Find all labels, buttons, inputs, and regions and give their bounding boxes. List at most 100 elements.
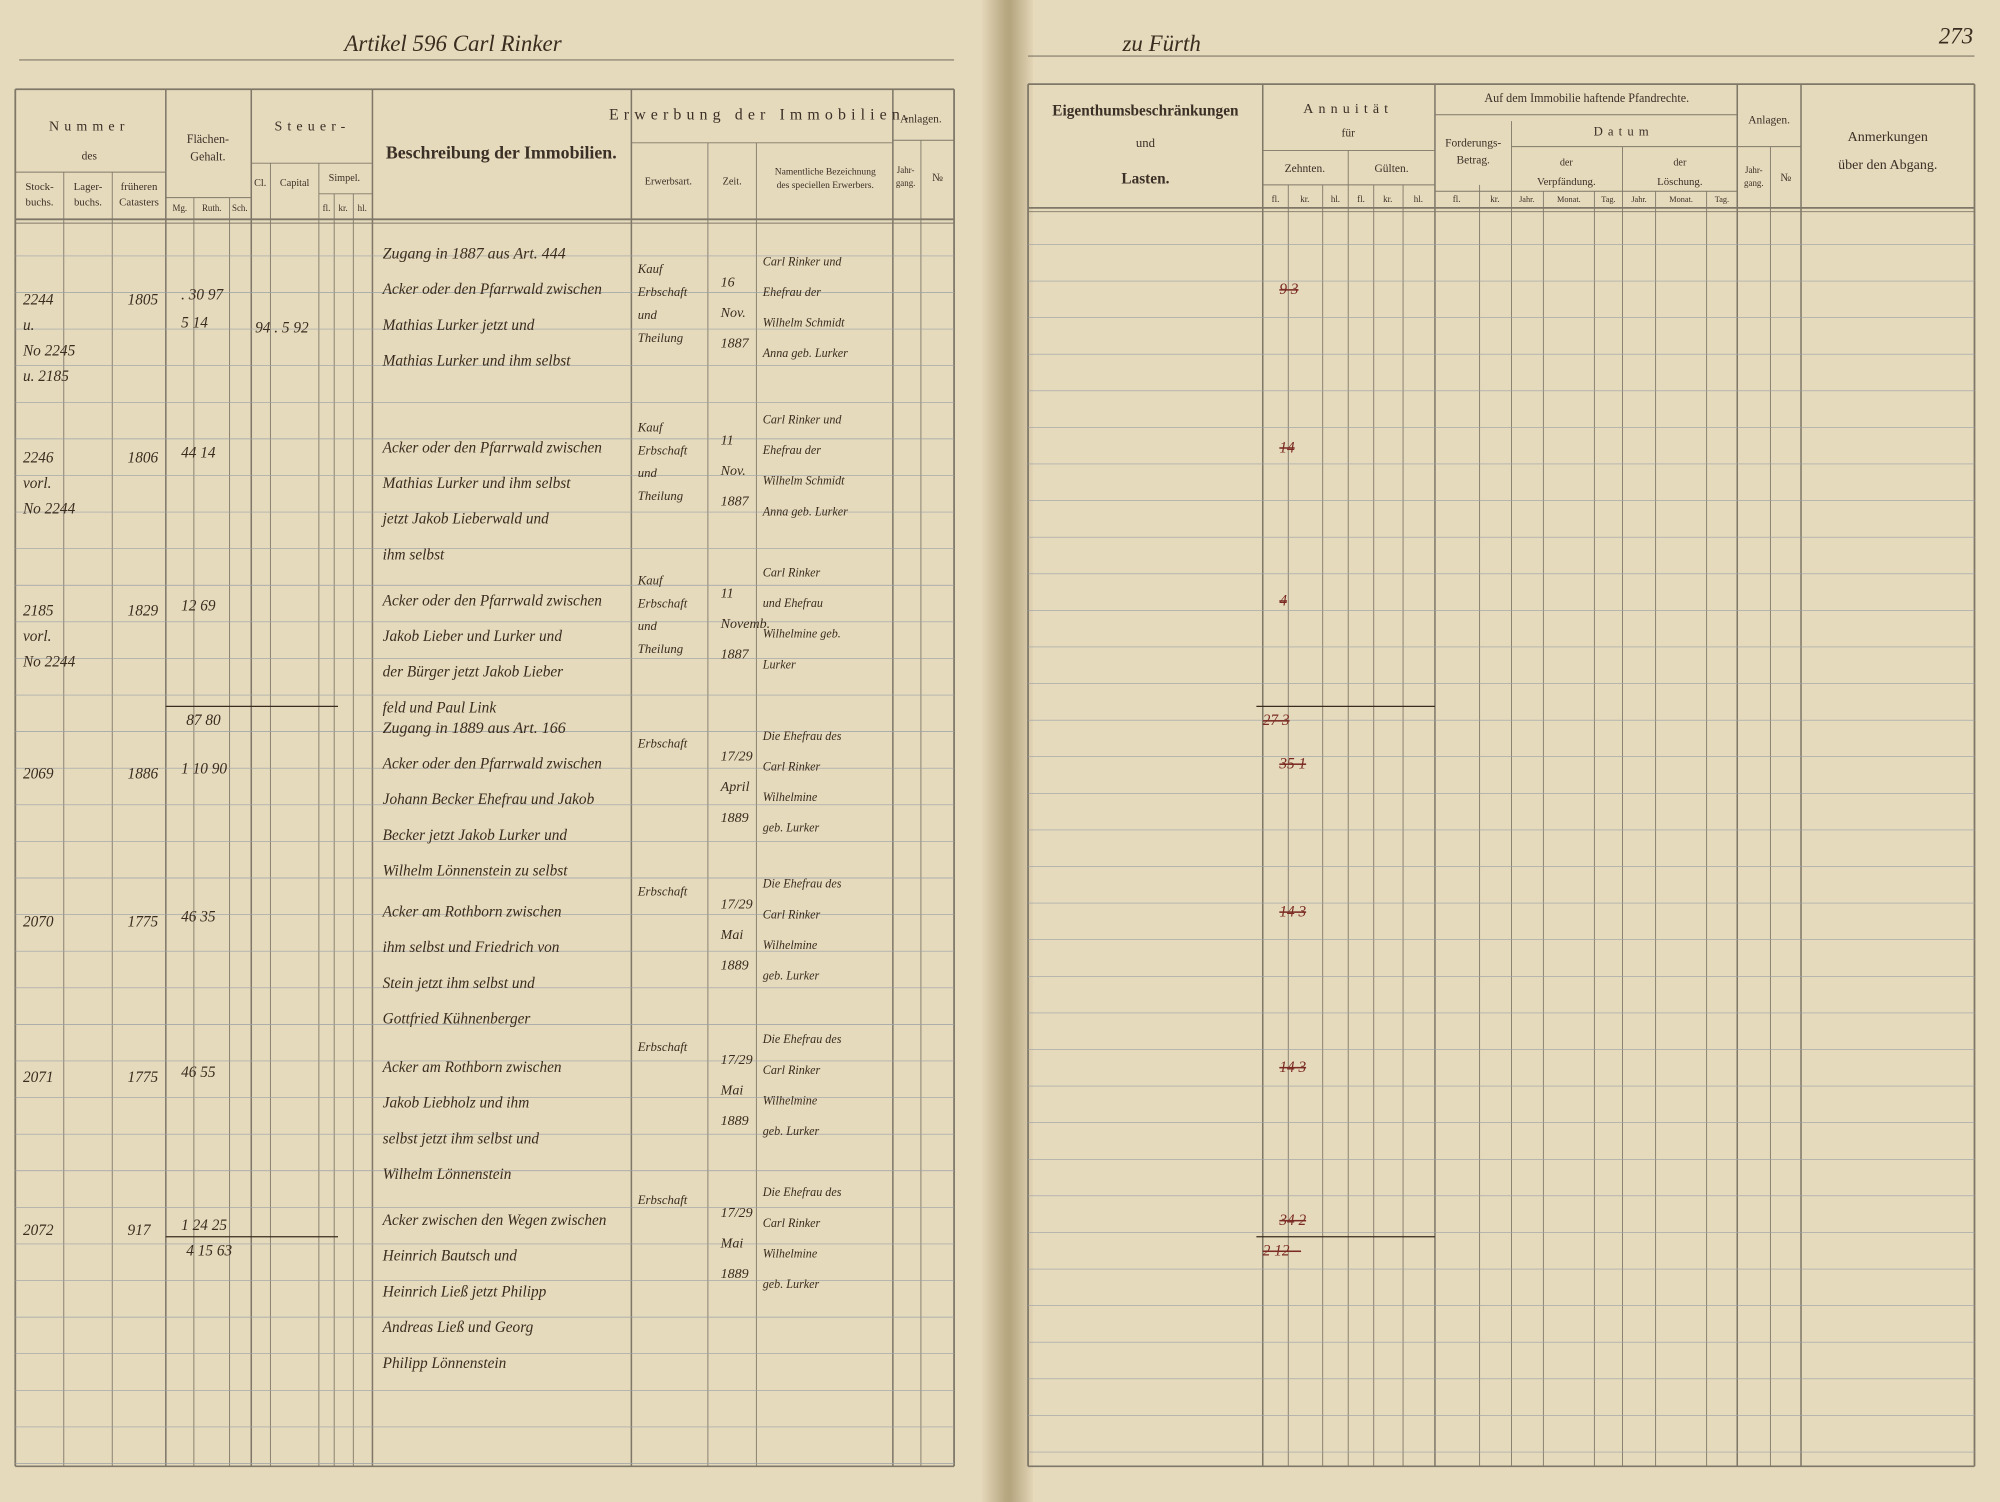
entry-flaeche: 46 55 <box>181 1064 216 1081</box>
entry-beschreibung: Acker oder den Pfarrwald zwischen <box>382 756 603 773</box>
header-label: kr. <box>339 203 348 213</box>
header-label: Sch. <box>232 203 248 213</box>
entry-erwerbsart: Kauf <box>637 262 665 276</box>
entry-beschreibung: Heinrich Ließ jetzt Philipp <box>382 1283 547 1300</box>
entry-erwerber: Carl Rinker <box>763 907 821 921</box>
entry-zeit: 1887 <box>721 495 750 510</box>
header-label: des <box>82 150 98 162</box>
entry-erwerbsart: Theilung <box>638 642 683 656</box>
entry-erwerbsart: Erbschaft <box>637 1193 688 1207</box>
header-label: Ruth. <box>202 203 222 213</box>
entry-erwerbsart: Theilung <box>638 489 683 503</box>
entry-erwerber: geb. Lurker <box>763 1124 820 1138</box>
header-label: Nummer <box>49 120 129 135</box>
header-label: Erwerbsart. <box>645 177 692 188</box>
entry-zeit: 1889 <box>721 811 749 826</box>
entry-zeit: 1887 <box>721 336 750 351</box>
entry-zeit: 17/29 <box>721 898 753 913</box>
header-label: Datum <box>1594 125 1654 139</box>
header-label: gang. <box>896 178 916 188</box>
entry-zehnten: 4 <box>1279 592 1287 609</box>
header-label: Monat. <box>1557 195 1581 204</box>
header-label: des speciellen Erwerbers. <box>777 180 874 191</box>
entry-lager: 1806 <box>128 450 159 467</box>
entry-stock: vorl. <box>23 628 51 645</box>
header-label: Beschreibung der Immobilien. <box>386 142 617 162</box>
header-label: Annuität <box>1303 102 1393 117</box>
entry-beschreibung: Stein jetzt ihm selbst und <box>383 975 535 992</box>
rulings <box>14 55 1976 1468</box>
entry-erwerbsart: Erbschaft <box>637 443 688 457</box>
entry-erwerber: Lurker <box>762 657 796 671</box>
entry-erwerbsart: Theilung <box>638 331 683 345</box>
entry-flaeche: 1 10 90 <box>181 761 227 778</box>
entry-beschreibung: Acker am Rothborn zwischen <box>382 1059 562 1076</box>
header-label: fl. <box>1357 194 1365 204</box>
entry-beschreibung: feld und Paul Link <box>383 699 498 716</box>
entry-zeit: 11 <box>721 586 734 601</box>
entry-erwerber: Carl Rinker <box>763 566 821 580</box>
entry-zehnten: 9 3 <box>1279 281 1298 298</box>
entry-beschreibung: der Bürger jetzt Jakob Lieber <box>383 664 563 681</box>
header-label: gang. <box>1744 178 1764 188</box>
header-label: Flächen- <box>187 132 229 146</box>
header-label: kr. <box>1490 194 1499 204</box>
entry-erwerber: geb. Lurker <box>763 968 820 982</box>
entry-zeit: 16 <box>721 275 735 290</box>
page-title: Artikel 596 Carl Rinker <box>342 31 561 56</box>
header-label: hl. <box>358 203 367 213</box>
header-label: Löschung. <box>1657 176 1702 188</box>
header-label: und <box>1136 136 1156 150</box>
entry-erwerber: Ehefrau der <box>762 285 821 299</box>
header-label: kr. <box>1300 194 1309 204</box>
entry-erwerber: geb. Lurker <box>763 821 820 835</box>
entry-erwerber: Carl Rinker <box>763 1216 821 1230</box>
entry-erwerber: Wilhelm Schmidt <box>763 316 845 330</box>
entry-erwerber: geb. Lurker <box>763 1277 820 1291</box>
entry-erwerber: Die Ehefrau des <box>762 1185 842 1199</box>
header-label: Jahr. <box>1519 195 1534 204</box>
entry-erwerber: Ehefrau der <box>762 443 821 457</box>
entry-stock: 2069 <box>23 766 54 783</box>
entry-zeit: Nov. <box>720 464 746 479</box>
entry-beschreibung: Mathias Lurker und ihm selbst <box>382 353 572 370</box>
entry-beschreibung: ihm selbst und Friedrich von <box>383 939 560 956</box>
header-label: Catasters <box>119 197 159 209</box>
entry-beschreibung: Jakob Lieber und Lurker und <box>383 628 563 645</box>
entry-zeit: 1889 <box>721 1114 749 1129</box>
header-label: früheren <box>121 181 158 193</box>
header-label: Verpfändung. <box>1537 176 1596 188</box>
entry-stock: 2071 <box>23 1069 54 1086</box>
header-label: Tag. <box>1715 195 1729 204</box>
total-zehnten: 2 12 – <box>1263 1243 1302 1260</box>
entry-zeit: April <box>720 780 750 795</box>
header-label: Jahr- <box>1745 165 1763 175</box>
header-label: fl. <box>323 203 331 213</box>
entry-beschreibung: Andreas Ließ und Georg <box>382 1319 534 1336</box>
entry-zeit: 17/29 <box>721 1206 753 1221</box>
entry-lager: 1886 <box>128 766 159 783</box>
entry-beschreibung: selbst jetzt ihm selbst und <box>383 1130 540 1147</box>
header-label: buchs. <box>26 197 54 209</box>
entry-flaeche: 44 14 <box>181 444 216 461</box>
entry-erwerbsart: Erbschaft <box>637 884 688 898</box>
entry-lager: 917 <box>128 1222 152 1239</box>
page-title: zu Fürth <box>1121 31 1200 56</box>
header-label: Anlagen. <box>900 113 942 125</box>
texts: Artikel 596 Carl Rinker zu Fürth 273 Nummer… <box>22 24 1973 1372</box>
header-label: kr. <box>1383 194 1392 204</box>
entry-erwerber: Carl Rinker und <box>763 254 843 268</box>
header-label: Anmerkungen <box>1848 130 1928 145</box>
entry-erwerber: Die Ehefrau des <box>762 729 842 743</box>
entry-beschreibung: Philipp Lönnenstein <box>382 1355 507 1372</box>
entry-erwerber: Wilhelmine <box>763 1246 818 1260</box>
header-label: Betrag. <box>1456 154 1490 166</box>
entry-zeit: Nov. <box>720 306 746 321</box>
entry-erwerbsart: und <box>638 308 658 322</box>
header-label: der <box>1673 158 1687 169</box>
entry-beschreibung: Becker jetzt Jakob Lurker und <box>383 827 568 844</box>
header-label: Cl. <box>254 178 266 189</box>
entry-zehnten: 14 3 <box>1279 1059 1306 1076</box>
header-label: № <box>932 172 943 184</box>
entry-erwerber: Anna geb. Lurker <box>762 346 848 360</box>
